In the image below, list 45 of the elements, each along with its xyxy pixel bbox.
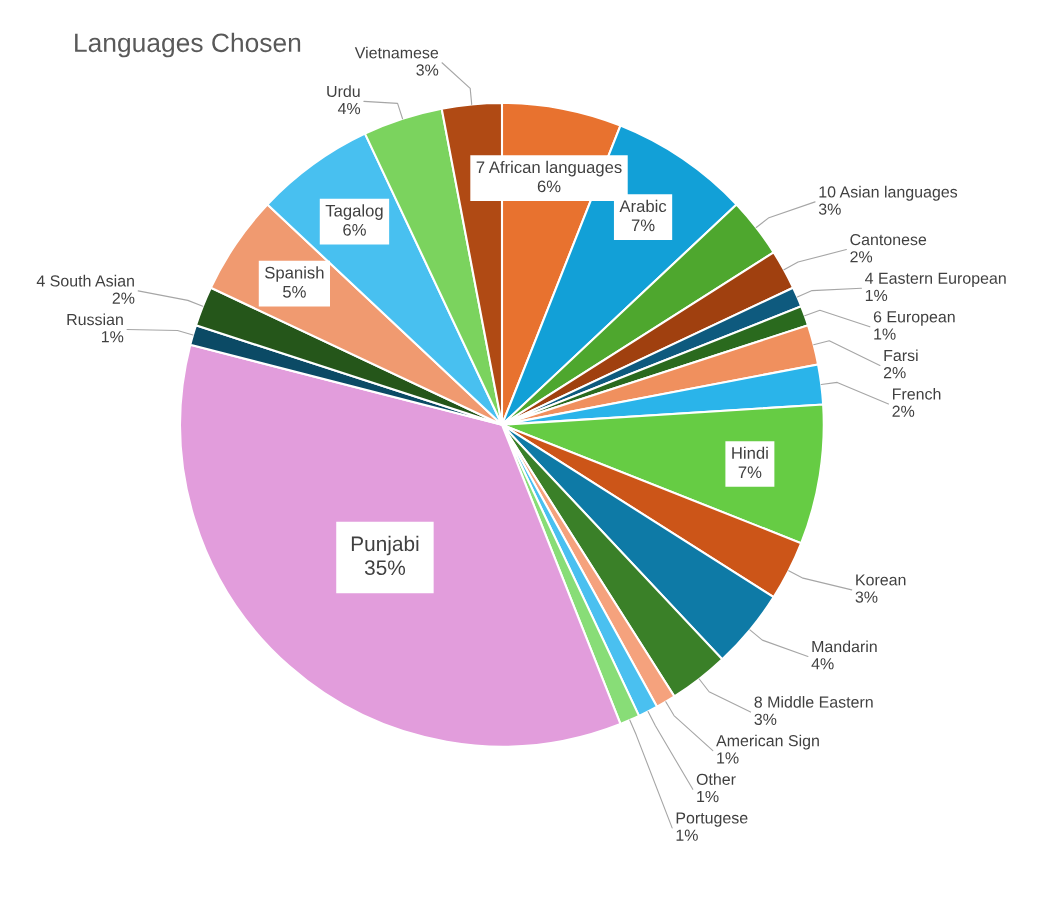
data-label: 1% xyxy=(874,328,896,340)
data-label: 3% xyxy=(754,713,777,725)
data-label: 7% xyxy=(631,219,655,232)
slice-label: Punjabi xyxy=(351,535,419,556)
slice-label: 7 African languages xyxy=(476,160,622,177)
data-label: 2% xyxy=(850,251,873,263)
slice-label: Farsi xyxy=(884,349,918,362)
data-label: 1% xyxy=(676,829,698,841)
slice-label: 8 Middle Eastern xyxy=(754,696,873,708)
slice-label: Russian xyxy=(67,313,123,326)
data-label: 35% xyxy=(364,560,406,576)
slice-label: Mandarin xyxy=(812,640,877,653)
data-label: 4% xyxy=(811,658,834,670)
data-label: 4% xyxy=(337,103,361,115)
data-label: 2% xyxy=(883,367,906,379)
slice-label: Spanish xyxy=(265,266,324,282)
slice-label: Hindi xyxy=(732,446,768,459)
data-label: 3% xyxy=(818,203,841,215)
slice-label: Vietnamese xyxy=(354,46,439,59)
data-label: 2% xyxy=(892,405,915,417)
data-label: 3% xyxy=(855,591,878,603)
data-label: 6% xyxy=(537,180,561,193)
slice-label: 6 European xyxy=(873,311,955,326)
slice-label: Other xyxy=(696,773,736,785)
slice-label: Portugese xyxy=(676,812,748,827)
data-label: 6% xyxy=(343,223,366,236)
data-label: 5% xyxy=(283,286,306,298)
data-label: 2% xyxy=(112,292,135,304)
data-label: 1% xyxy=(717,752,739,764)
slice-label: 10 Asian languages xyxy=(819,185,958,201)
data-label: 1% xyxy=(865,289,888,302)
slice-label: Urdu xyxy=(327,85,360,98)
chart-title: Languages Chosen xyxy=(75,32,301,58)
slice-label: Arabic xyxy=(619,199,667,213)
slice-label: Tagalog xyxy=(325,204,383,220)
slice-label: American Sign xyxy=(716,734,819,750)
data-label: 7% xyxy=(738,466,762,479)
slice-label: French xyxy=(893,387,941,400)
data-label: 3% xyxy=(416,64,439,76)
slice-label: 4 Eastern European xyxy=(865,272,1006,288)
slice-label: Korean xyxy=(856,574,906,586)
data-label: 1% xyxy=(101,331,124,343)
data-label: 1% xyxy=(697,790,719,803)
slice-label: Cantonese xyxy=(850,233,927,246)
slice-label: 4 South Asian xyxy=(36,274,134,287)
